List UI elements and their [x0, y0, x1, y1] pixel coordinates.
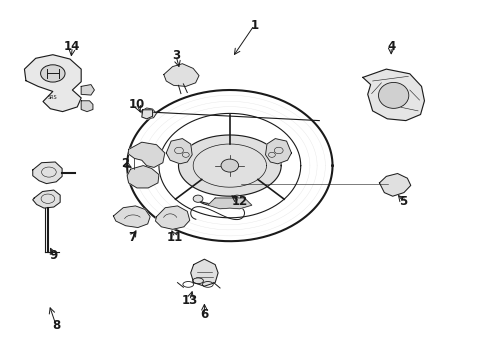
Polygon shape [155, 206, 189, 229]
Text: 3: 3 [172, 49, 180, 62]
Text: 14: 14 [64, 40, 81, 53]
Text: 8: 8 [52, 319, 60, 332]
Circle shape [193, 195, 203, 202]
Polygon shape [265, 139, 291, 164]
Text: 6: 6 [200, 309, 208, 321]
Text: SRS: SRS [48, 95, 58, 100]
Polygon shape [127, 166, 159, 188]
Polygon shape [207, 198, 251, 209]
Polygon shape [24, 55, 81, 112]
Text: 13: 13 [181, 294, 198, 307]
Text: 9: 9 [50, 249, 58, 262]
Polygon shape [140, 108, 156, 119]
Circle shape [221, 159, 238, 172]
Polygon shape [128, 142, 164, 167]
Polygon shape [81, 85, 94, 95]
Text: 4: 4 [386, 40, 394, 53]
Polygon shape [142, 110, 152, 119]
Polygon shape [379, 174, 410, 196]
Text: 11: 11 [166, 231, 183, 244]
Circle shape [232, 195, 242, 202]
Polygon shape [33, 190, 60, 208]
Polygon shape [362, 69, 424, 121]
Text: 2: 2 [121, 157, 128, 170]
Ellipse shape [378, 82, 408, 108]
Polygon shape [163, 64, 199, 86]
Polygon shape [113, 206, 150, 228]
Text: 7: 7 [128, 231, 136, 244]
Polygon shape [33, 162, 62, 184]
Text: 5: 5 [399, 195, 407, 208]
Polygon shape [166, 139, 192, 164]
Text: 12: 12 [231, 195, 247, 208]
Polygon shape [178, 135, 281, 196]
Text: 1: 1 [250, 19, 258, 32]
Ellipse shape [41, 65, 65, 82]
Polygon shape [81, 101, 93, 112]
Polygon shape [190, 259, 218, 286]
Text: 10: 10 [128, 98, 145, 111]
